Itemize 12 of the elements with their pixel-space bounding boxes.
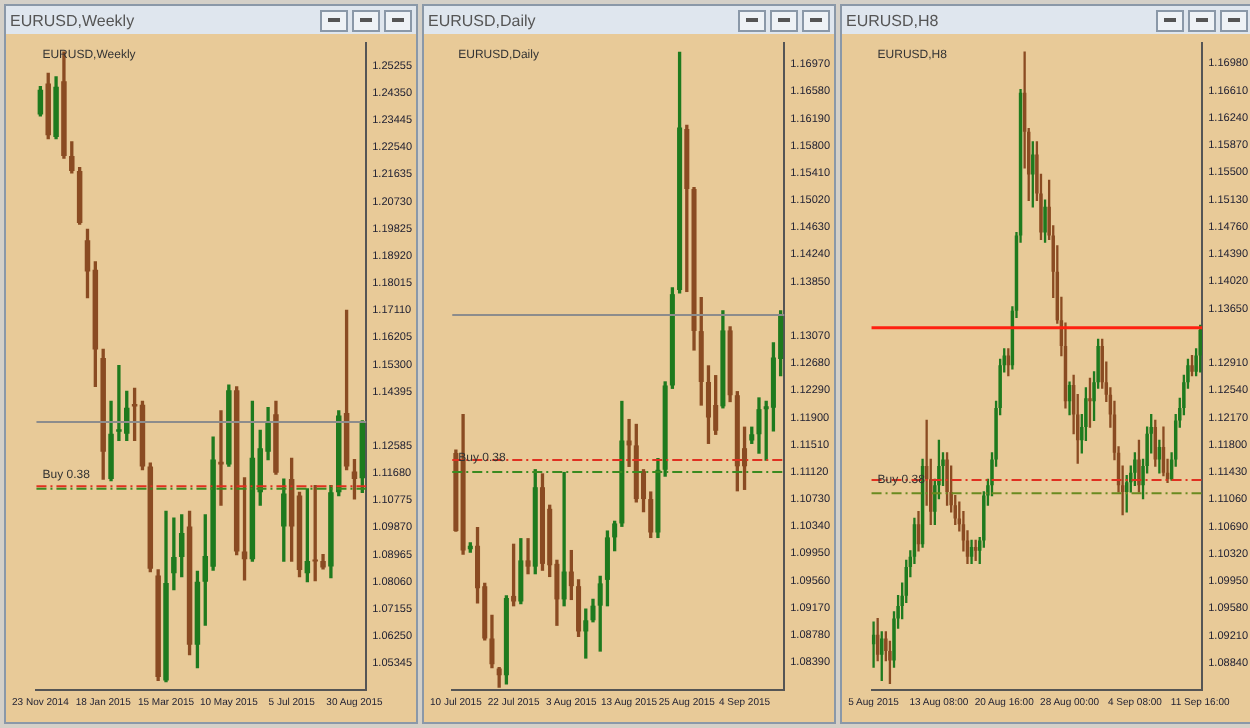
chart-title: EURUSD,H8: [846, 11, 939, 29]
candlestick: [525, 538, 531, 575]
chart-title: EURUSD,Weekly: [10, 11, 135, 29]
candlestick: [1133, 452, 1137, 486]
chart-title: EURUSD,Daily: [428, 11, 536, 29]
candlestick: [1043, 199, 1047, 243]
candlestick: [945, 452, 949, 506]
candlestick: [1137, 439, 1141, 493]
candlestick: [1190, 354, 1194, 377]
candlestick: [561, 471, 567, 607]
candlestick: [1088, 377, 1092, 428]
candlestick: [973, 539, 978, 562]
